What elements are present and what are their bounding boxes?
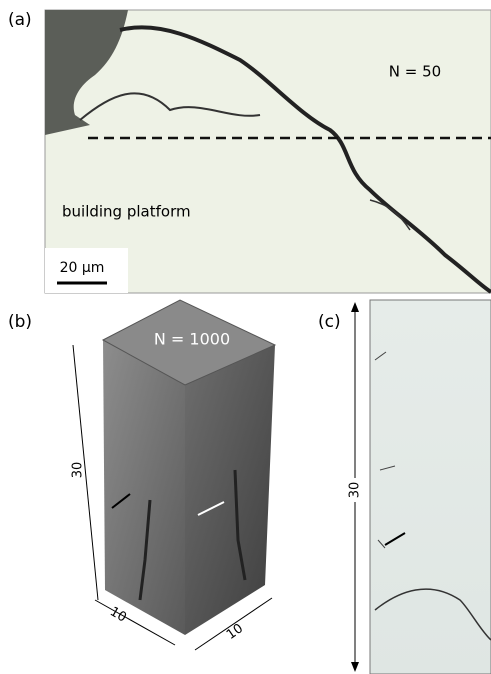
annotation: N = 50 <box>389 63 441 81</box>
dimension-label: 30 <box>71 462 86 479</box>
region-label: building platform <box>62 203 191 221</box>
figure: (a) N = 50 building platform 20 µm (b) N… <box>0 0 491 674</box>
cube-right <box>185 345 275 635</box>
panel-label: (b) <box>8 312 32 332</box>
scale-label: 20 µm <box>60 260 105 276</box>
arrow-head <box>351 302 359 312</box>
dimension-label: 30 <box>348 482 363 499</box>
panel-label: (a) <box>8 10 32 30</box>
dimension-label: 10 <box>107 604 129 625</box>
dimension-label: 10 <box>224 621 246 643</box>
page: (a) N = 50 building platform 20 µm (b) N… <box>0 0 491 674</box>
cube-left <box>103 340 185 635</box>
panel-label: (c) <box>318 312 341 332</box>
arrow-head <box>351 662 359 672</box>
annotation: N = 1000 <box>154 330 230 349</box>
